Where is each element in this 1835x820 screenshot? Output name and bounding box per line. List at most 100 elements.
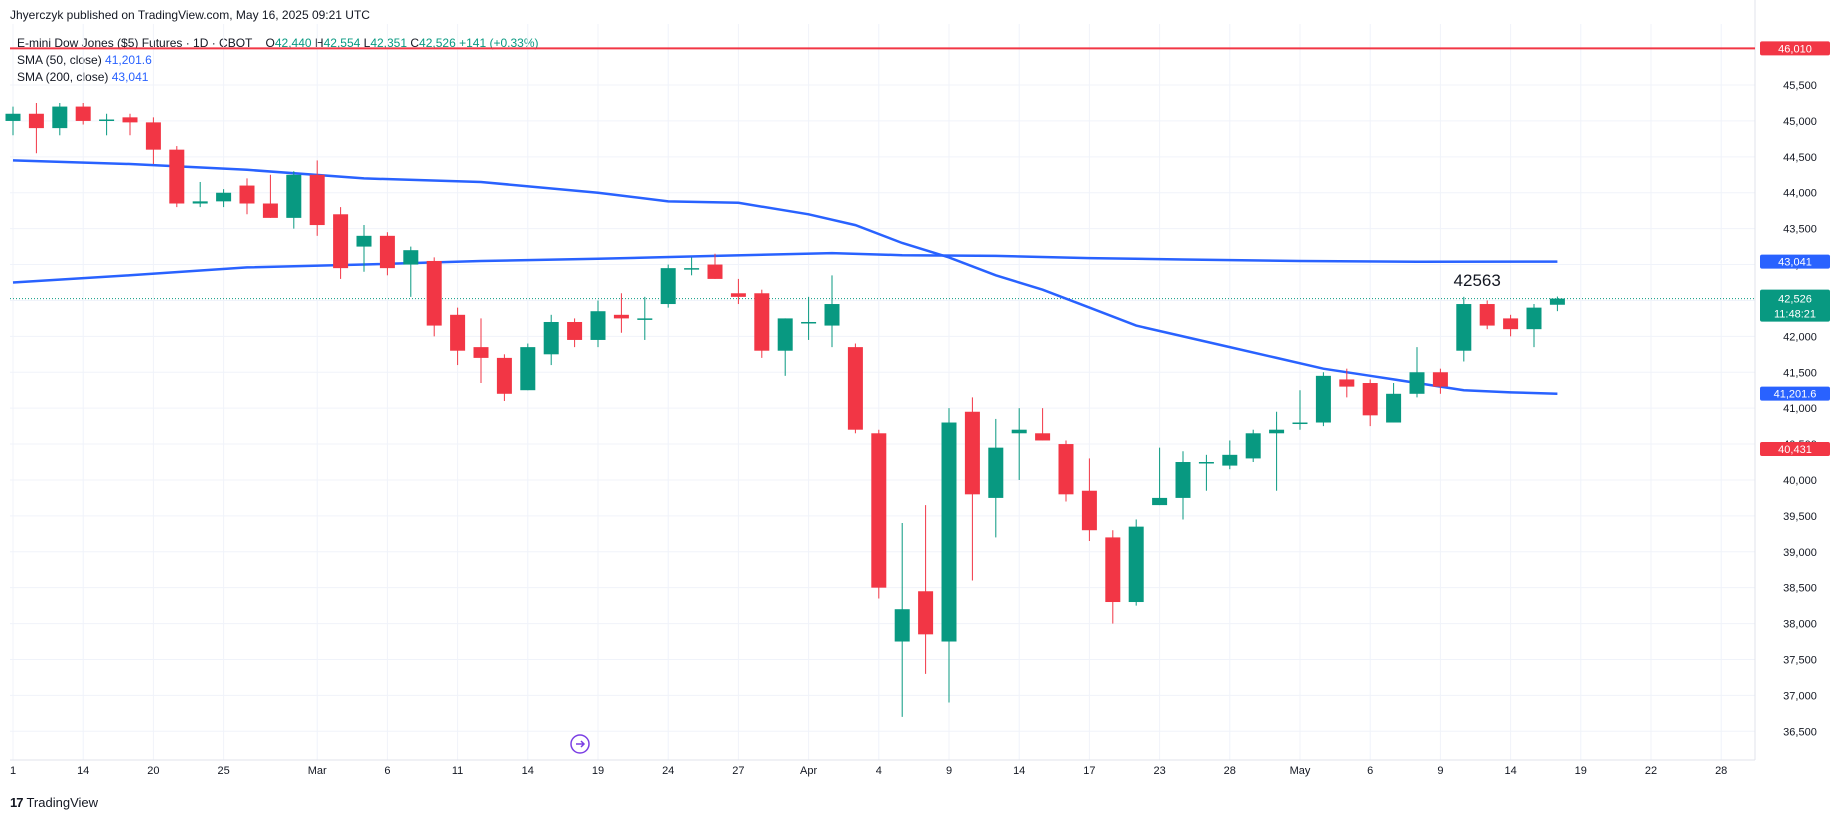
candle-body	[286, 174, 302, 218]
candle-body	[169, 149, 185, 204]
x-tick-label: 24	[662, 765, 674, 777]
candle-body	[1011, 429, 1027, 434]
y-tick-label: 36,500	[1783, 726, 1817, 738]
candle-body	[1503, 318, 1519, 330]
candle-body	[1456, 304, 1472, 351]
x-tick-label: 14	[1504, 765, 1516, 777]
sma50-row[interactable]: SMA (50, close) 41,201.6	[17, 52, 538, 69]
high-value: 42,554	[323, 36, 361, 50]
candle-body	[1315, 375, 1331, 423]
y-tick-label: 38,000	[1783, 619, 1817, 631]
candle-body	[1549, 298, 1565, 305]
candle-body	[99, 119, 115, 122]
tradingview-brand[interactable]: 17 TradingView	[10, 795, 98, 810]
candle-body	[52, 106, 68, 129]
x-tick-label: 6	[1367, 765, 1373, 777]
candle-body	[801, 321, 817, 324]
x-tick-label: 14	[1013, 765, 1025, 777]
x-tick-label: 27	[732, 765, 744, 777]
x-tick-label: 19	[1575, 765, 1587, 777]
sma50-tag: 43,041	[1778, 257, 1812, 269]
candle-body	[637, 318, 653, 320]
x-tick-label: Apr	[800, 765, 817, 777]
tradingview-logo-icon: 17	[10, 795, 24, 810]
candle-body	[1058, 444, 1074, 495]
candle-body	[1479, 304, 1495, 326]
sma50-value: 41,201.6	[105, 53, 152, 67]
candle-body	[145, 122, 161, 150]
x-tick-label: 1	[10, 765, 16, 777]
candle-body	[824, 304, 840, 326]
candle-body	[1526, 307, 1542, 330]
legend: E-mini Dow Jones ($5) Futures · 1D · CBO…	[17, 35, 538, 86]
x-tick-label: 28	[1224, 765, 1236, 777]
candle-body	[403, 250, 419, 265]
candle-body	[520, 347, 536, 391]
candle-body	[1432, 372, 1448, 387]
high-label: H	[314, 36, 324, 50]
candle-body	[684, 268, 700, 270]
y-tick-label: 45,500	[1783, 80, 1817, 92]
candle-body	[941, 422, 957, 642]
countdown-tag: 11:48:21	[1774, 309, 1816, 321]
symbol-title[interactable]: E-mini Dow Jones ($5) Futures · 1D · CBO…	[17, 36, 253, 50]
candle-body	[192, 201, 208, 204]
candle-body	[1175, 462, 1191, 498]
sma200-value: 43,041	[111, 70, 149, 84]
y-tick-label: 40,000	[1783, 475, 1817, 487]
x-tick-label: 14	[522, 765, 534, 777]
candle-body	[847, 347, 863, 430]
y-tick-label: 45,000	[1783, 116, 1817, 128]
x-tick-label: 28	[1715, 765, 1727, 777]
candle-body	[28, 113, 44, 129]
low-label: L	[363, 36, 371, 50]
sma50-label: SMA (50, close)	[17, 53, 102, 67]
x-tick-label: 9	[946, 765, 952, 777]
y-tick-label: 44,000	[1783, 188, 1817, 200]
y-tick-label: 37,500	[1783, 654, 1817, 666]
candle-body	[918, 591, 934, 635]
candle-body	[1105, 537, 1121, 603]
x-tick-label: 19	[592, 765, 604, 777]
candle-body	[239, 185, 255, 204]
candle-body	[590, 311, 606, 340]
candle-body	[567, 321, 583, 340]
x-tick-label: 14	[77, 765, 89, 777]
last-price-tag-bg	[1760, 289, 1830, 322]
x-tick-label: 9	[1437, 765, 1443, 777]
candle-body	[543, 321, 559, 355]
x-tick-label: 17	[1083, 765, 1095, 777]
sma200-label: SMA (200, close)	[17, 70, 109, 84]
y-tick-label: 42,000	[1783, 331, 1817, 343]
symbol-row[interactable]: E-mini Dow Jones ($5) Futures · 1D · CBO…	[17, 35, 538, 52]
candle-body	[309, 174, 325, 226]
candle-body	[754, 293, 770, 351]
candle-body	[5, 113, 21, 121]
brand-name: TradingView	[26, 795, 99, 810]
sma200-row[interactable]: SMA (200, close) 43,041	[17, 69, 538, 86]
candle-body	[1339, 379, 1355, 387]
price-annotation: 42563	[1454, 271, 1501, 290]
x-tick-label: 22	[1645, 765, 1657, 777]
candle-body	[1409, 372, 1425, 394]
candle-body	[1292, 422, 1308, 425]
open-label: O	[265, 36, 275, 50]
candle-body	[894, 609, 910, 642]
candle-body	[379, 235, 395, 269]
x-tick-label: 20	[147, 765, 159, 777]
sma200-tag-bg	[1760, 386, 1830, 401]
low-value: 42,351	[370, 36, 408, 50]
publish-line: Jhyerczyk published on TradingView.com, …	[10, 8, 370, 22]
extra-price-tag: 40,431	[1778, 444, 1812, 456]
candle-body	[777, 318, 793, 351]
candle-body	[75, 106, 91, 121]
candle-body	[1128, 526, 1144, 603]
candle-body	[473, 347, 489, 358]
x-tick-label: Mar	[308, 765, 327, 777]
candle-body	[871, 433, 887, 588]
candle-body	[122, 117, 138, 123]
y-tick-label: 39,500	[1783, 511, 1817, 523]
x-tick-label: 6	[384, 765, 390, 777]
